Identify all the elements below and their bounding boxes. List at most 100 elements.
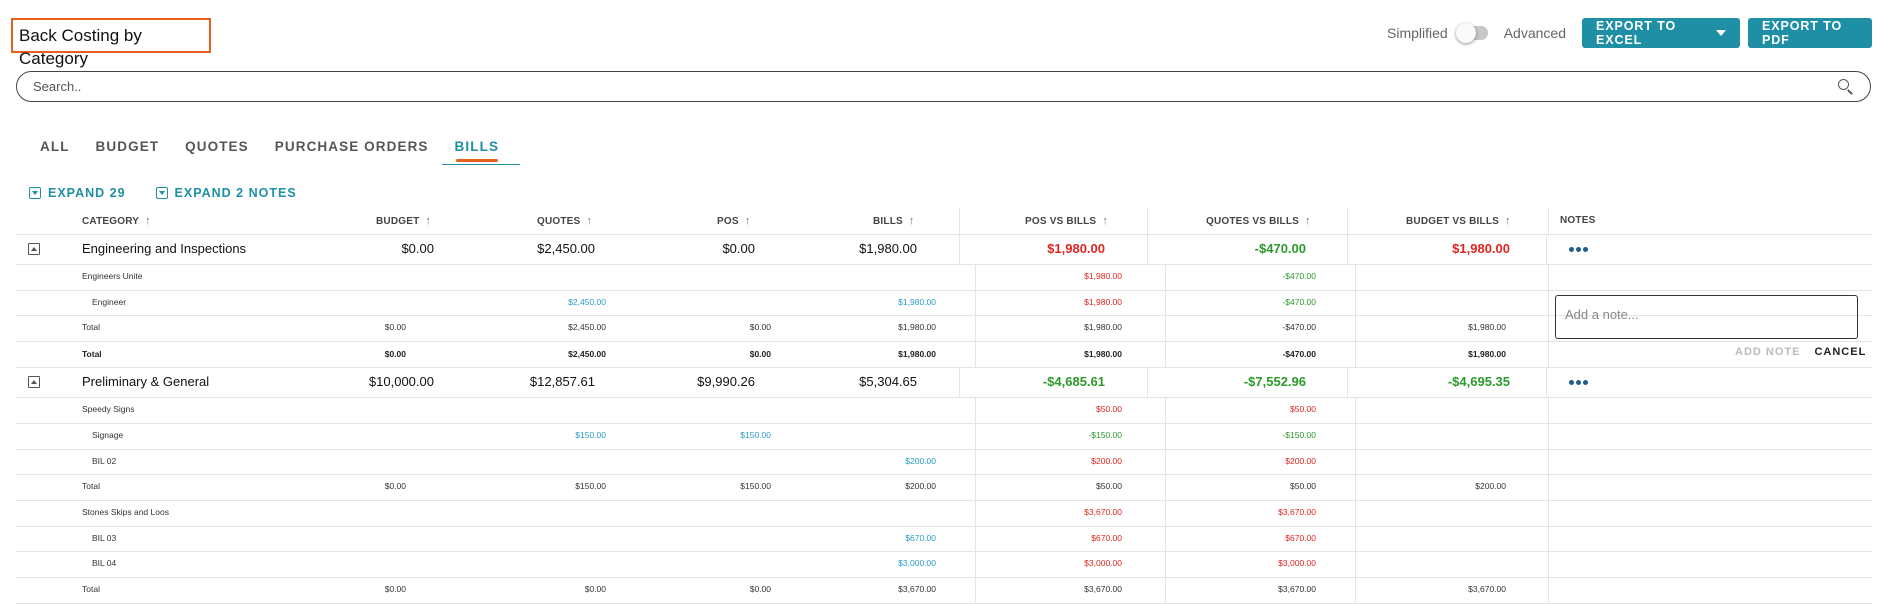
column-divider	[1165, 397, 1166, 603]
line-item-quotes-vs-bills: $3,000.00	[1278, 558, 1316, 569]
column-header-pos[interactable]: POS ↑	[717, 208, 750, 234]
column-header-label: POS VS BILLS	[1025, 216, 1097, 227]
vendor-quotes-vs-bills: $50.00	[1290, 404, 1316, 415]
summary-pos-vs-bills: $1,980.00	[1047, 241, 1105, 256]
more-options-icon[interactable]	[1569, 247, 1588, 252]
vendor-total-pos-vs-bills: $50.00	[1096, 481, 1122, 492]
row-divider	[16, 315, 1872, 317]
line-item-name: Engineer	[92, 296, 127, 307]
tab-purchase-orders[interactable]: PURCHASE ORDERS	[274, 139, 429, 154]
export-pdf-button[interactable]: EXPORT TO PDF	[1748, 18, 1872, 48]
vendor-total-budget: $0.00	[384, 481, 406, 492]
group-total-label: Total	[82, 349, 102, 360]
row-divider	[16, 474, 1872, 476]
vendor-total-quotes-vs-bills: $50.00	[1290, 481, 1316, 492]
column-divider	[1355, 397, 1356, 603]
column-header-label: CATEGORY	[82, 216, 140, 227]
line-item-pos-vs-bills: $1,980.00	[1084, 296, 1122, 307]
vendor-total-label: Total	[82, 481, 100, 492]
vendor-total-pos-vs-bills: $1,980.00	[1084, 322, 1122, 333]
sort-arrow-icon: ↑	[1305, 215, 1311, 227]
row-divider	[16, 422, 1872, 424]
toggle-knob	[1455, 23, 1476, 43]
column-divider	[959, 208, 960, 234]
group-total-quotes-vs-bills: -$470.00	[1282, 349, 1316, 360]
column-header-budget-vs-bills[interactable]: BUDGET VS BILLS ↑	[1406, 208, 1511, 234]
vendor-name: Engineers Unite	[82, 271, 143, 281]
column-divider	[1347, 367, 1348, 398]
collapse-icon[interactable]	[28, 376, 40, 389]
column-header-quotes-vs-bills[interactable]: QUOTES VS BILLS ↑	[1206, 208, 1311, 234]
summary-quotes-vs-bills: -$7,552.96	[1243, 374, 1306, 390]
line-item-quotes-vs-bills: $200.00	[1285, 455, 1316, 466]
cancel-note-button[interactable]: CANCEL	[1814, 346, 1867, 358]
column-divider	[975, 264, 976, 368]
page-title-box: Back Costing by Category	[11, 18, 211, 68]
column-header-bills[interactable]: BILLS ↑	[873, 208, 915, 234]
more-options-icon[interactable]	[1569, 380, 1588, 386]
search-icon[interactable]	[1838, 78, 1854, 95]
tab-all[interactable]: ALL	[40, 139, 70, 154]
column-header-label: QUOTES	[537, 216, 581, 227]
line-item-bills: $1,980.00	[898, 296, 936, 307]
sort-arrow-icon: ↑	[1505, 215, 1511, 227]
summary-pos-vs-bills: -$4,685.61	[1042, 374, 1105, 390]
page-title: Back Costing by Category	[19, 26, 142, 68]
column-divider	[1548, 397, 1549, 603]
vendor-quotes-vs-bills: -$470.00	[1282, 271, 1316, 281]
vendor-quotes-vs-bills: $3,670.00	[1278, 506, 1316, 517]
column-header-category[interactable]: CATEGORY ↑	[82, 208, 151, 234]
column-header-quotes[interactable]: QUOTES ↑	[537, 208, 592, 234]
summary-bills: $5,304.65	[859, 374, 917, 390]
tab-bills[interactable]: BILLS	[441, 138, 520, 168]
export-excel-button[interactable]: EXPORT TO EXCEL	[1582, 18, 1740, 48]
column-divider	[1355, 264, 1356, 368]
summary-bills: $1,980.00	[859, 241, 917, 256]
search-bar	[16, 71, 1871, 102]
chevron-down-icon[interactable]	[1716, 30, 1726, 36]
column-header-notes: NOTES	[1560, 208, 1595, 234]
line-item-bills: $200.00	[905, 455, 936, 466]
vendor-total-quotes: $150.00	[575, 481, 606, 492]
group-total-pos-vs-bills: $1,980.00	[1084, 349, 1122, 360]
tab-budget[interactable]: BUDGET	[95, 139, 160, 154]
expand-all-button[interactable]: EXPAND 29	[29, 186, 126, 200]
group-total-quotes: $2,450.00	[568, 349, 606, 360]
summary-budget: $0.00	[401, 241, 434, 256]
view-mode-toggle[interactable]	[1455, 23, 1488, 43]
column-header-pos-vs-bills[interactable]: POS VS BILLS ↑	[1025, 208, 1108, 234]
column-header-label: NOTES	[1560, 215, 1596, 226]
export-pdf-label: EXPORT TO PDF	[1762, 19, 1843, 47]
row-divider	[16, 397, 1872, 399]
expand-notes-button[interactable]: EXPAND 2 NOTES	[155, 186, 297, 200]
vendor-total-budget-vs-bills: $3,670.00	[1468, 584, 1506, 594]
summary-budget-vs-bills: $1,980.00	[1452, 241, 1510, 256]
vendor-pos-vs-bills: $50.00	[1096, 404, 1122, 415]
line-item-pos-vs-bills: $670.00	[1091, 532, 1122, 543]
search-input[interactable]	[33, 79, 1838, 94]
add-note-button[interactable]: ADD NOTE	[1735, 346, 1801, 358]
group-total-bills: $1,980.00	[898, 349, 936, 360]
expand-icon	[29, 187, 41, 199]
note-editor	[1555, 295, 1858, 339]
tab-quotes[interactable]: QUOTES	[185, 139, 249, 154]
column-divider	[1165, 264, 1166, 368]
vendor-total-bills: $200.00	[905, 481, 936, 492]
column-divider	[959, 367, 960, 398]
simplified-label: Simplified	[1387, 25, 1448, 41]
line-item-bills: $3,000.00	[898, 558, 936, 569]
sort-arrow-icon: ↑	[1102, 215, 1109, 227]
vendor-total-budget: $0.00	[384, 322, 406, 333]
tab-bar: ALL BUDGET QUOTES PURCHASE ORDERS BILLS	[26, 138, 520, 168]
column-divider	[1548, 264, 1549, 368]
vendor-total-quotes: $0.00	[584, 584, 606, 594]
row-divider	[16, 264, 1872, 265]
collapse-icon[interactable]	[28, 243, 40, 255]
group-total-pos: $0.00	[749, 349, 771, 360]
note-input[interactable]	[1565, 307, 1848, 322]
row-divider	[16, 289, 1872, 291]
line-item-pos-vs-bills: -$150.00	[1088, 429, 1122, 440]
column-header-budget[interactable]: BUDGET ↑	[376, 208, 431, 234]
sort-arrow-icon: ↑	[908, 215, 915, 227]
category-name: Engineering and Inspections	[82, 241, 247, 256]
